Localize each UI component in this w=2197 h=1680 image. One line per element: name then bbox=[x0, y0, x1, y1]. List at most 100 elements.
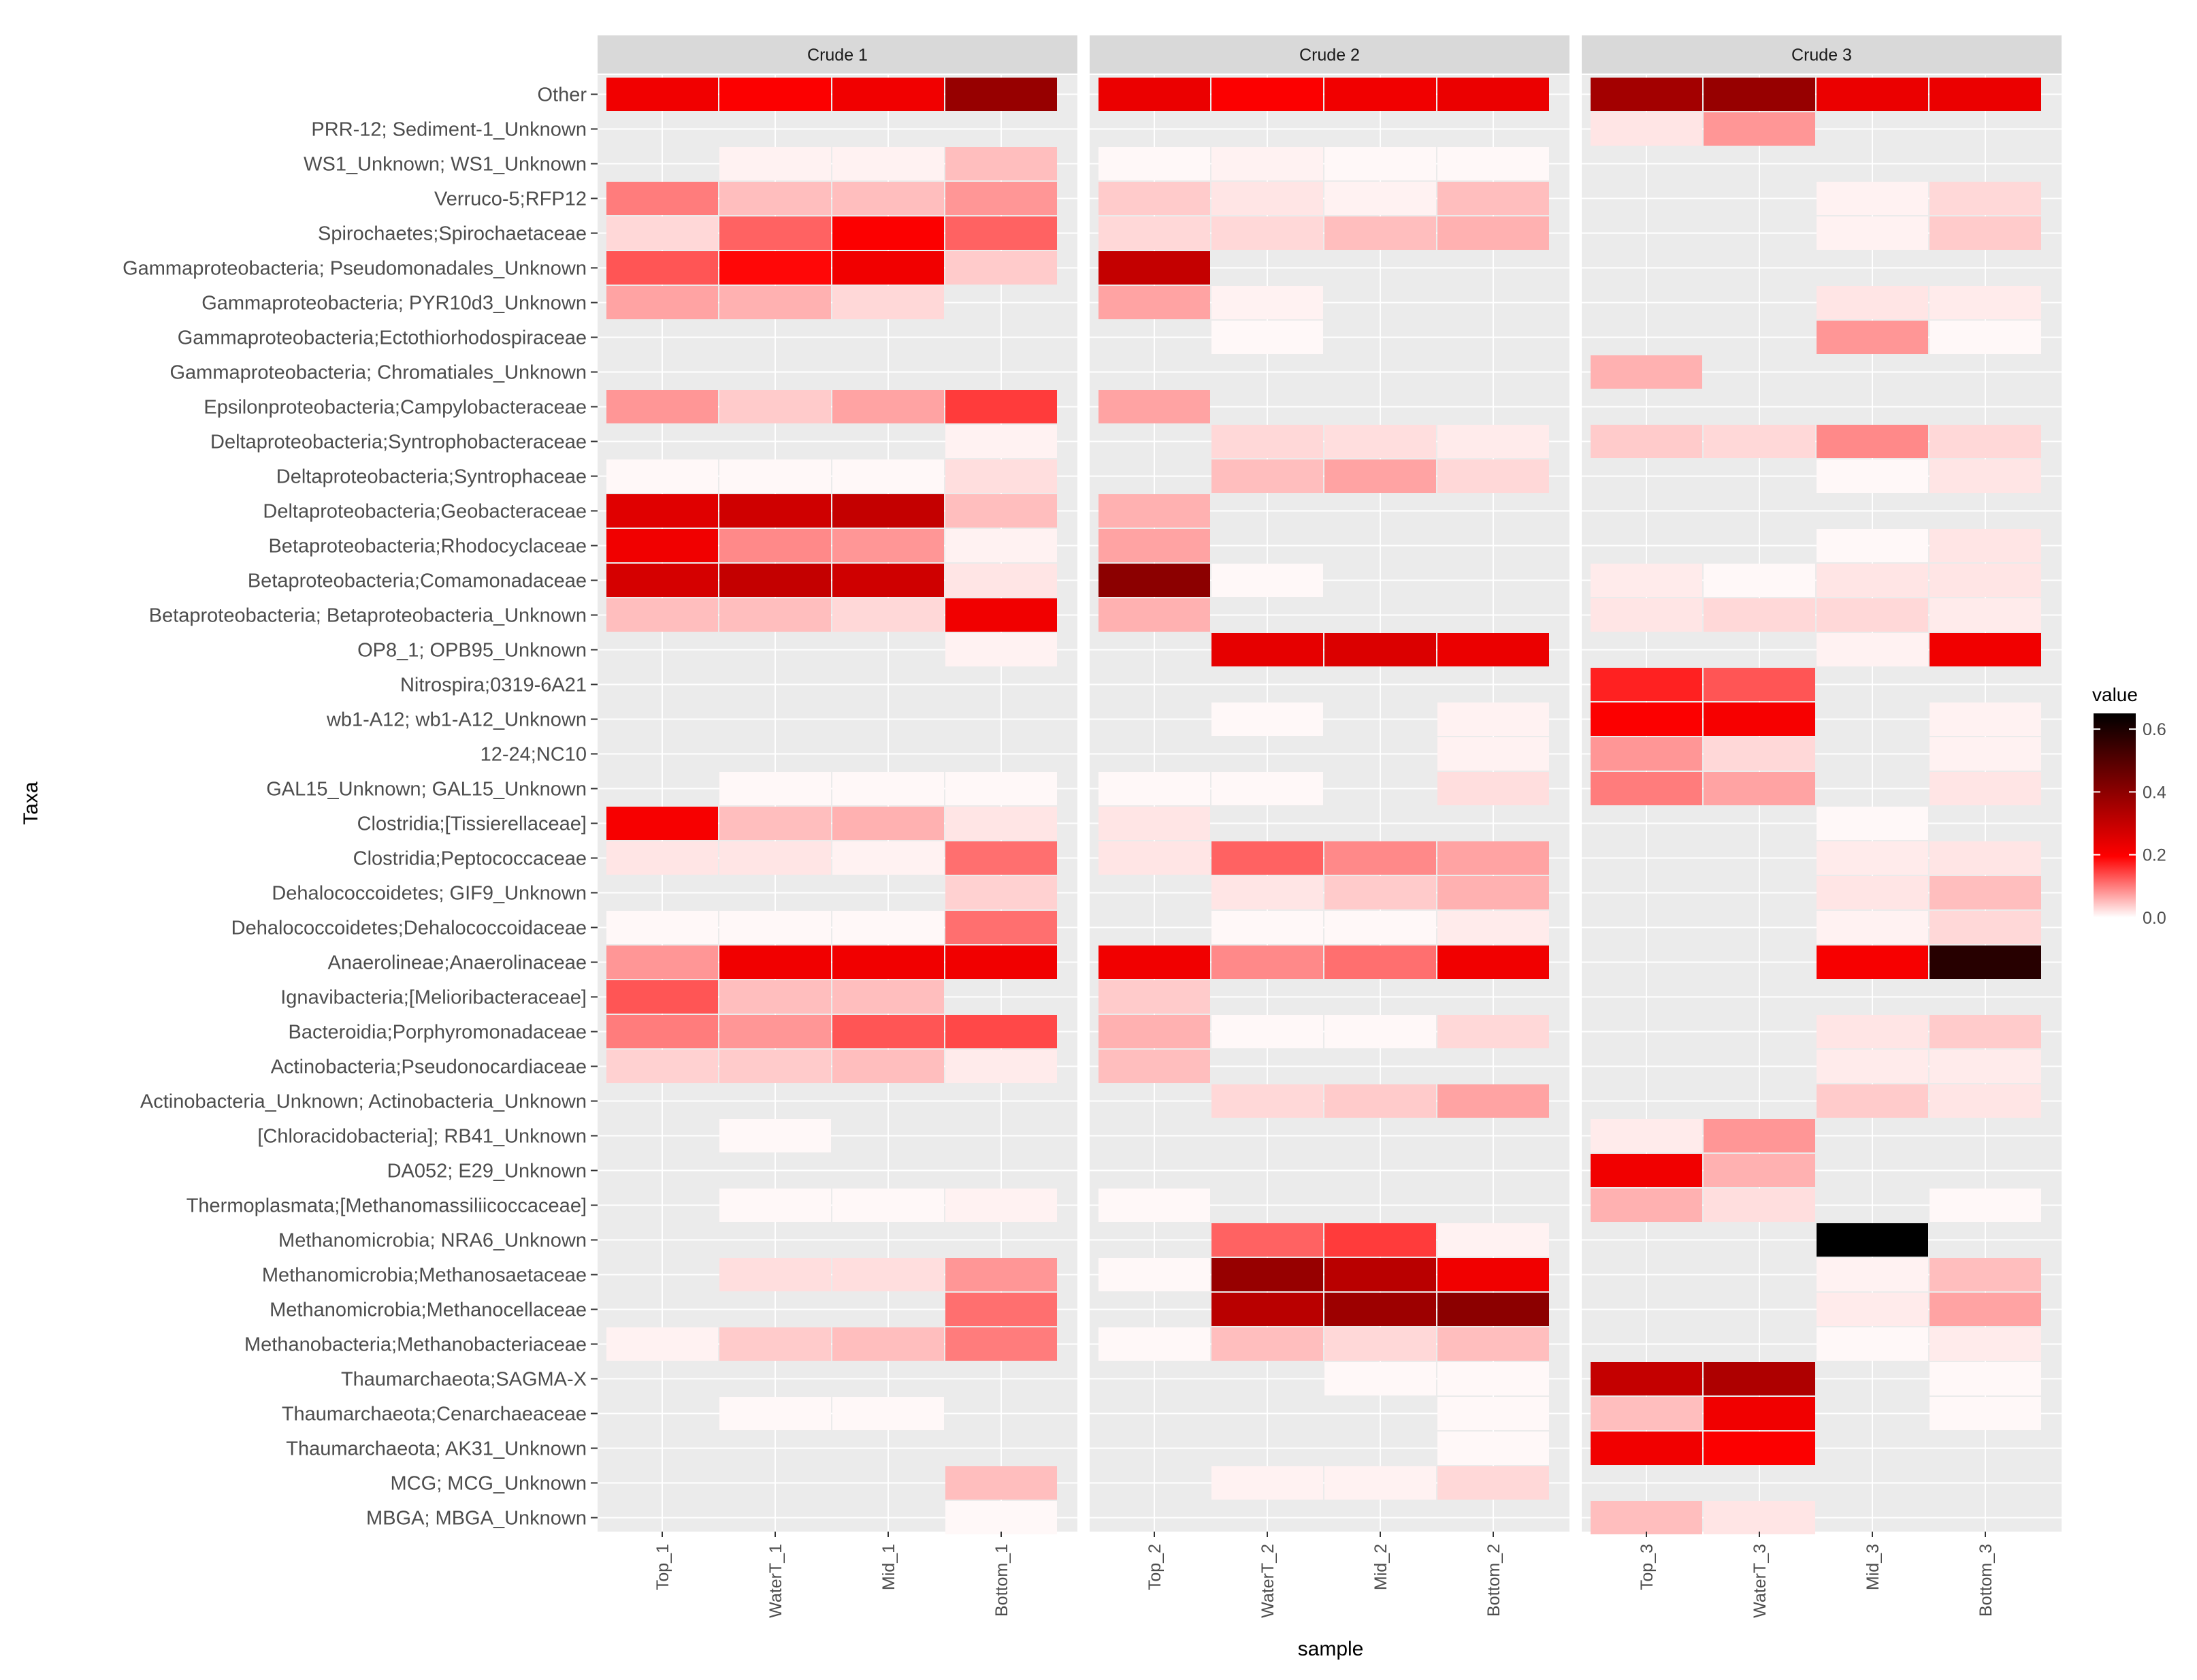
heatmap-cell bbox=[719, 772, 831, 805]
heatmap-cell bbox=[1211, 1223, 1323, 1257]
heatmap-cell bbox=[1098, 529, 1210, 562]
heatmap-cell bbox=[1098, 216, 1210, 250]
heatmap-cell bbox=[832, 772, 944, 805]
heatmap-cell bbox=[1211, 841, 1323, 875]
heatmap-cell bbox=[1704, 425, 1815, 458]
heatmap-cell bbox=[1704, 1189, 1815, 1222]
heatmap-cell bbox=[1098, 1050, 1210, 1083]
heatmap-cell bbox=[1324, 841, 1436, 875]
heatmap-cell bbox=[1817, 1223, 1928, 1257]
heatmap-cell bbox=[1211, 286, 1323, 319]
x-tick-label: WaterT_3 bbox=[1751, 1544, 1770, 1618]
facet-strips: Crude 1 Crude 2 Crude 3 bbox=[598, 35, 2062, 74]
heatmap-cell bbox=[1930, 702, 2041, 736]
heatmap-cell bbox=[606, 807, 718, 840]
heatmap-cell bbox=[1211, 633, 1323, 666]
heatmap-cell bbox=[606, 529, 718, 562]
heatmap-cell bbox=[832, 286, 944, 319]
heatmap-cell bbox=[945, 772, 1057, 805]
heatmap-cell bbox=[1098, 286, 1210, 319]
heatmap-cell bbox=[832, 564, 944, 597]
heatmap-cell bbox=[1817, 182, 1928, 215]
heatmap-cell bbox=[945, 216, 1057, 250]
heatmap-cell bbox=[1930, 1015, 2041, 1048]
heatmap-cell bbox=[1817, 529, 1928, 562]
heatmap-cell bbox=[945, 494, 1057, 528]
heatmap-cell bbox=[1930, 321, 2041, 354]
taxon-label: Actinobacteria_Unknown; Actinobacteria_U… bbox=[140, 1091, 587, 1113]
taxon-label: Clostridia;Peptococcaceae bbox=[353, 848, 587, 870]
taxon-label: Ignavibacteria;[Melioribacteraceae] bbox=[280, 987, 587, 1009]
heatmap-cell bbox=[1098, 564, 1210, 597]
legend-colorbar bbox=[2094, 713, 2136, 918]
heatmap-cell bbox=[606, 1015, 718, 1048]
heatmap-cell bbox=[1704, 1397, 1815, 1430]
heatmap-cell bbox=[1817, 1015, 1928, 1048]
heatmap-cell bbox=[1211, 946, 1323, 979]
heatmap-cell bbox=[1704, 78, 1815, 111]
taxon-label: Nitrospira;0319-6A21 bbox=[400, 675, 587, 696]
taxon-label: Actinobacteria;Pseudonocardiaceae bbox=[271, 1056, 587, 1078]
heatmap-cell bbox=[1930, 216, 2041, 250]
x-tick-label: Mid_2 bbox=[1371, 1544, 1390, 1590]
heatmap-cell bbox=[1211, 425, 1323, 458]
heatmap-cell bbox=[1437, 1466, 1549, 1500]
heatmap-cells bbox=[606, 78, 2041, 1534]
heatmap-cell bbox=[1817, 1327, 1928, 1361]
heatmap-cell bbox=[1591, 1119, 1702, 1152]
heatmap-cell bbox=[1930, 529, 2041, 562]
heatmap-cell bbox=[1704, 1501, 1815, 1534]
taxon-label: Thaumarchaeota;SAGMA-X bbox=[341, 1369, 587, 1391]
heatmap-cell bbox=[1817, 1084, 1928, 1118]
heatmap-cell bbox=[1930, 286, 2041, 319]
heatmap-cell bbox=[1704, 668, 1815, 701]
heatmap-cell bbox=[1211, 1327, 1323, 1361]
facet-strip-label: Crude 3 bbox=[1791, 46, 1852, 65]
heatmap-cell bbox=[1817, 216, 1928, 250]
heatmap-cell bbox=[1211, 876, 1323, 909]
heatmap-cell bbox=[1437, 425, 1549, 458]
heatmap-cell bbox=[719, 182, 831, 215]
heatmap-cell bbox=[606, 78, 718, 111]
heatmap-cell bbox=[1930, 633, 2041, 666]
legend-tick-label: 0.6 bbox=[2143, 720, 2166, 739]
taxon-label: 12-24;NC10 bbox=[481, 744, 587, 766]
heatmap-cell bbox=[1817, 598, 1928, 632]
sample-axis-labels: Top_1 WaterT_1 Mid_1 Bottom_1 Top_2 WaterT_2 M… bbox=[653, 1532, 1996, 1618]
heatmap-cell bbox=[1817, 459, 1928, 493]
heatmap-cell bbox=[1817, 78, 1928, 111]
taxon-label: Gammaproteobacteria; PYR10d3_Unknown bbox=[201, 293, 587, 314]
heatmap-cell bbox=[1211, 147, 1323, 180]
heatmap-cell bbox=[1704, 564, 1815, 597]
heatmap-cell bbox=[606, 216, 718, 250]
heatmap-cell bbox=[832, 980, 944, 1014]
heatmap-cell bbox=[719, 78, 831, 111]
heatmap-cell bbox=[1817, 911, 1928, 944]
heatmap-cell bbox=[945, 425, 1057, 458]
heatmap-cell bbox=[1817, 876, 1928, 909]
heatmap-cell bbox=[1098, 598, 1210, 632]
heatmap-cell bbox=[832, 251, 944, 285]
heatmap-cell bbox=[945, 459, 1057, 493]
heatmap-cell bbox=[832, 147, 944, 180]
heatmap-cell bbox=[832, 1015, 944, 1048]
taxon-label: OP8_1; OPB95_Unknown bbox=[357, 640, 587, 662]
heatmap-cell bbox=[945, 1293, 1057, 1326]
heatmap-cell bbox=[1591, 598, 1702, 632]
heatmap-cell bbox=[945, 1050, 1057, 1083]
heatmap-cell bbox=[719, 1258, 831, 1291]
heatmap-cell bbox=[1591, 78, 1702, 111]
heatmap-cell bbox=[1437, 911, 1549, 944]
heatmap-cell bbox=[1817, 1050, 1928, 1083]
heatmap-cell bbox=[945, 633, 1057, 666]
taxa-axis-labels: Other PRR-12; Sediment-1_Unknown WS1_Unkno… bbox=[123, 84, 598, 1530]
heatmap-cell bbox=[1704, 702, 1815, 736]
heatmap-cell bbox=[1098, 807, 1210, 840]
heatmap-cell bbox=[1930, 1293, 2041, 1326]
heatmap-cell bbox=[1098, 494, 1210, 528]
taxon-label: Deltaproteobacteria;Syntrophobacteraceae bbox=[210, 432, 587, 453]
x-tick-label: WaterT_1 bbox=[766, 1544, 785, 1618]
heatmap-cell bbox=[1591, 772, 1702, 805]
heatmap-cell bbox=[1324, 459, 1436, 493]
heatmap-cell bbox=[945, 807, 1057, 840]
